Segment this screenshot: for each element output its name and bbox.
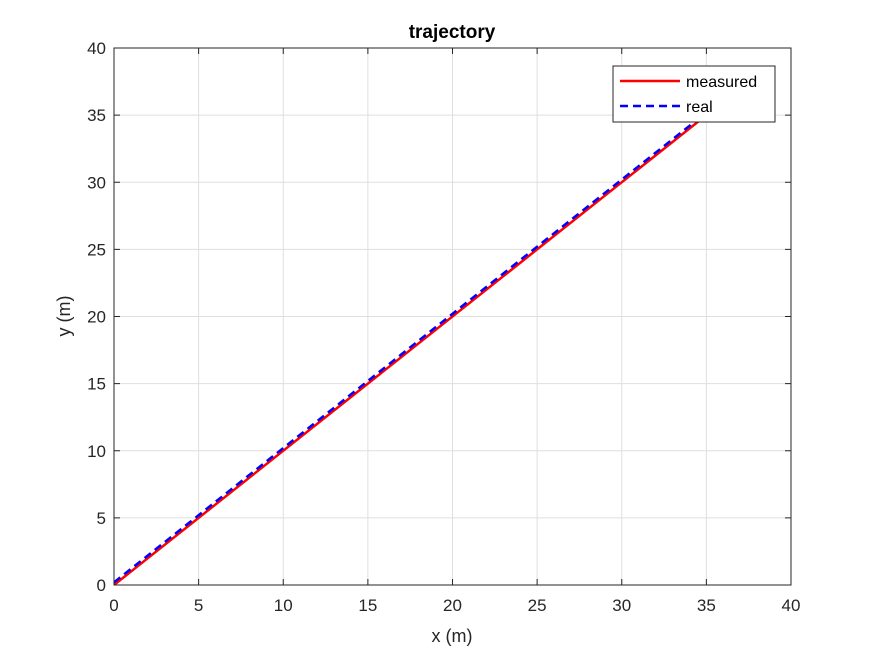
x-axis-label: x (m)	[432, 626, 473, 646]
y-axis-ticks: 0 5 10 15 20 25 30 35 40	[87, 39, 791, 595]
x-tick-label: 20	[443, 596, 462, 615]
x-axis-ticks: 0 5 10 15 20 25 30 35 40	[109, 48, 800, 615]
legend-label-real: real	[686, 99, 713, 116]
y-tick-label: 0	[97, 576, 106, 595]
x-tick-label: 35	[697, 596, 716, 615]
legend: measured real	[612, 65, 776, 123]
y-tick-label: 30	[87, 173, 106, 192]
y-tick-label: 40	[87, 39, 106, 58]
x-tick-label: 10	[274, 596, 293, 615]
y-axis-label: y (m)	[54, 296, 74, 337]
y-tick-label: 10	[87, 442, 106, 461]
series-line-real	[114, 111, 708, 584]
y-tick-label: 15	[87, 375, 106, 394]
y-tick-label: 20	[87, 308, 106, 327]
y-tick-label: 35	[87, 106, 106, 125]
y-tick-label: 25	[87, 240, 106, 259]
x-tick-label: 5	[194, 596, 203, 615]
series-layer	[114, 111, 708, 585]
y-tick-label: 5	[97, 509, 106, 528]
x-tick-label: 15	[358, 596, 377, 615]
legend-box	[612, 65, 776, 123]
x-tick-label: 0	[109, 596, 118, 615]
legend-label-measured: measured	[686, 74, 757, 91]
x-tick-label: 25	[528, 596, 547, 615]
x-tick-label: 30	[612, 596, 631, 615]
x-tick-label: 40	[782, 596, 801, 615]
series-line-measured	[114, 114, 708, 585]
chart-title: trajectory	[409, 22, 496, 43]
